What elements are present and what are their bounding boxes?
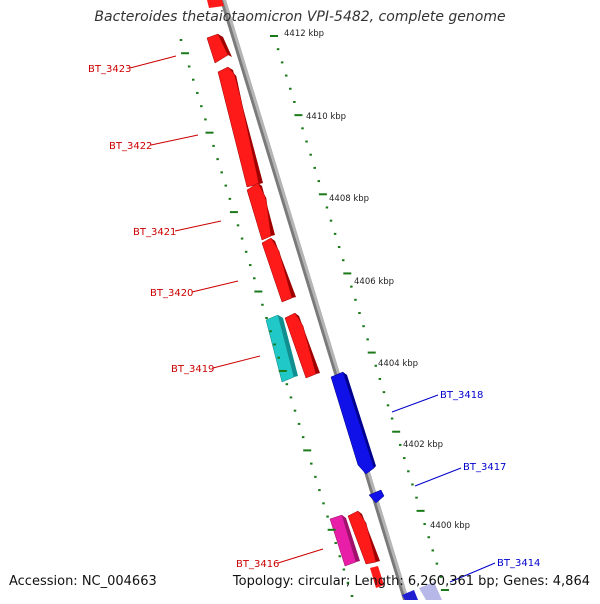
scale-label: 4410 kbp xyxy=(306,112,346,122)
map-title: Bacteroides thetaiotaomicron VPI-5482, c… xyxy=(94,9,506,25)
genome-summary-text: Topology: circular; Length: 6,260,361 bp… xyxy=(232,574,590,589)
gene-bt-3418-shadow xyxy=(343,372,376,468)
gene-bt-3420-shadow xyxy=(271,238,296,298)
genome-backbone-highlight xyxy=(223,0,409,600)
gene-partial-top xyxy=(207,0,224,8)
scale-label: 4404 kbp xyxy=(378,359,418,369)
scale-label: 4412 kbp xyxy=(284,29,324,39)
label-leader-line xyxy=(414,467,462,487)
accession-text: Accession: NC_004663 xyxy=(9,574,157,589)
scale-label: 4402 kbp xyxy=(403,440,443,450)
label-leader-line xyxy=(150,134,199,146)
scale-label: 4400 kbp xyxy=(430,521,470,531)
gene-label-bt-3417[interactable]: BT_3417 xyxy=(463,462,506,473)
label-leader-line xyxy=(277,548,324,564)
gene-label-bt-3420[interactable]: BT_3420 xyxy=(150,288,193,299)
gene-bt-3414-shape[interactable] xyxy=(402,590,418,600)
gene-label-bt-3421[interactable]: BT_3421 xyxy=(133,227,176,238)
gene-bt-3421-shadow xyxy=(258,183,275,236)
label-leader-line xyxy=(391,394,439,413)
gene-bt-3419b-shadow xyxy=(295,313,320,374)
scale-label: 4406 kbp xyxy=(354,277,394,287)
reverse-genes xyxy=(330,371,442,600)
forward-genes xyxy=(206,0,384,588)
gc-ticks xyxy=(179,35,449,597)
gene-bt-3422-shadow xyxy=(228,67,263,184)
gene-bt-3419-shadow xyxy=(278,315,298,377)
gene-label-bt-3422[interactable]: BT_3422 xyxy=(109,141,152,152)
label-leader-line xyxy=(212,355,261,369)
gene-label-bt-3418[interactable]: BT_3418 xyxy=(440,390,483,401)
scale-labels: 4412 kbp 4410 kbp 4408 kbp 4406 kbp 4404… xyxy=(284,29,470,531)
gene-partial-bottom xyxy=(370,566,384,588)
label-leader-line xyxy=(449,562,496,583)
other-genes xyxy=(265,314,360,567)
gene-bt-3416b-shadow xyxy=(358,511,380,562)
gene-label-bt-3416[interactable]: BT_3416 xyxy=(236,559,279,570)
gene-label-bt-3423[interactable]: BT_3423 xyxy=(88,64,131,75)
gene-bt-3416-shadow xyxy=(342,515,360,562)
gene-bt-3422-shape[interactable] xyxy=(217,66,260,188)
gene-label-bt-3414[interactable]: BT_3414 xyxy=(497,558,540,569)
gene-label-bt-3419[interactable]: BT_3419 xyxy=(171,364,214,375)
gene-bt-3423-shape[interactable] xyxy=(206,33,229,64)
gene-bt-3414-lighter xyxy=(419,582,442,600)
scale-label: 4408 kbp xyxy=(329,194,369,204)
label-leader-line xyxy=(191,280,239,293)
gene-bt-3423-shadow xyxy=(218,34,232,57)
label-leaders xyxy=(129,55,496,583)
label-leader-line xyxy=(174,220,222,232)
label-leader-line xyxy=(129,55,177,69)
gene-bt-3417-shape[interactable] xyxy=(368,489,385,504)
gene-bt-3421-shape[interactable] xyxy=(246,182,272,241)
gene-bt-3418-shape[interactable] xyxy=(330,371,375,475)
gene-labels: BT_3423 BT_3422 BT_3421 BT_3420 BT_3419 … xyxy=(88,64,540,570)
